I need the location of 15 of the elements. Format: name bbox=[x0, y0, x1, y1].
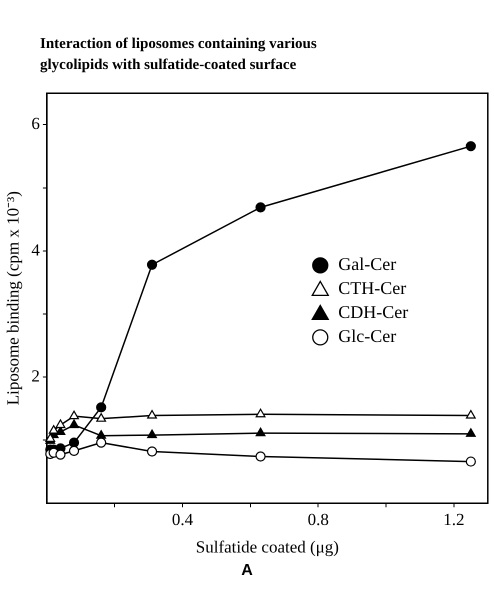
legend-label: Gal-Cer bbox=[338, 254, 396, 274]
x-tick-label: 1.2 bbox=[443, 510, 465, 529]
legend-label: Glc-Cer bbox=[338, 326, 396, 346]
y-axis-title: Liposome binding (cpm x 10⁻³) bbox=[4, 191, 23, 406]
legend-label: CTH-Cer bbox=[338, 278, 406, 298]
x-axis-title: Sulfatide coated (μg) bbox=[196, 537, 339, 556]
y-tick-label: 2 bbox=[31, 366, 40, 386]
text: glycolipids with sulfatide-coated surface bbox=[40, 57, 296, 73]
x-tick-label: 0.8 bbox=[308, 510, 329, 529]
text: A bbox=[240, 562, 254, 580]
legend-label: CDH-Cer bbox=[338, 302, 408, 322]
x-tick-label: 0.4 bbox=[172, 510, 194, 529]
y-tick-label: 6 bbox=[31, 114, 40, 134]
y-tick-label: 4 bbox=[31, 240, 40, 260]
text: Interaction of liposomes containing various bbox=[40, 36, 317, 52]
